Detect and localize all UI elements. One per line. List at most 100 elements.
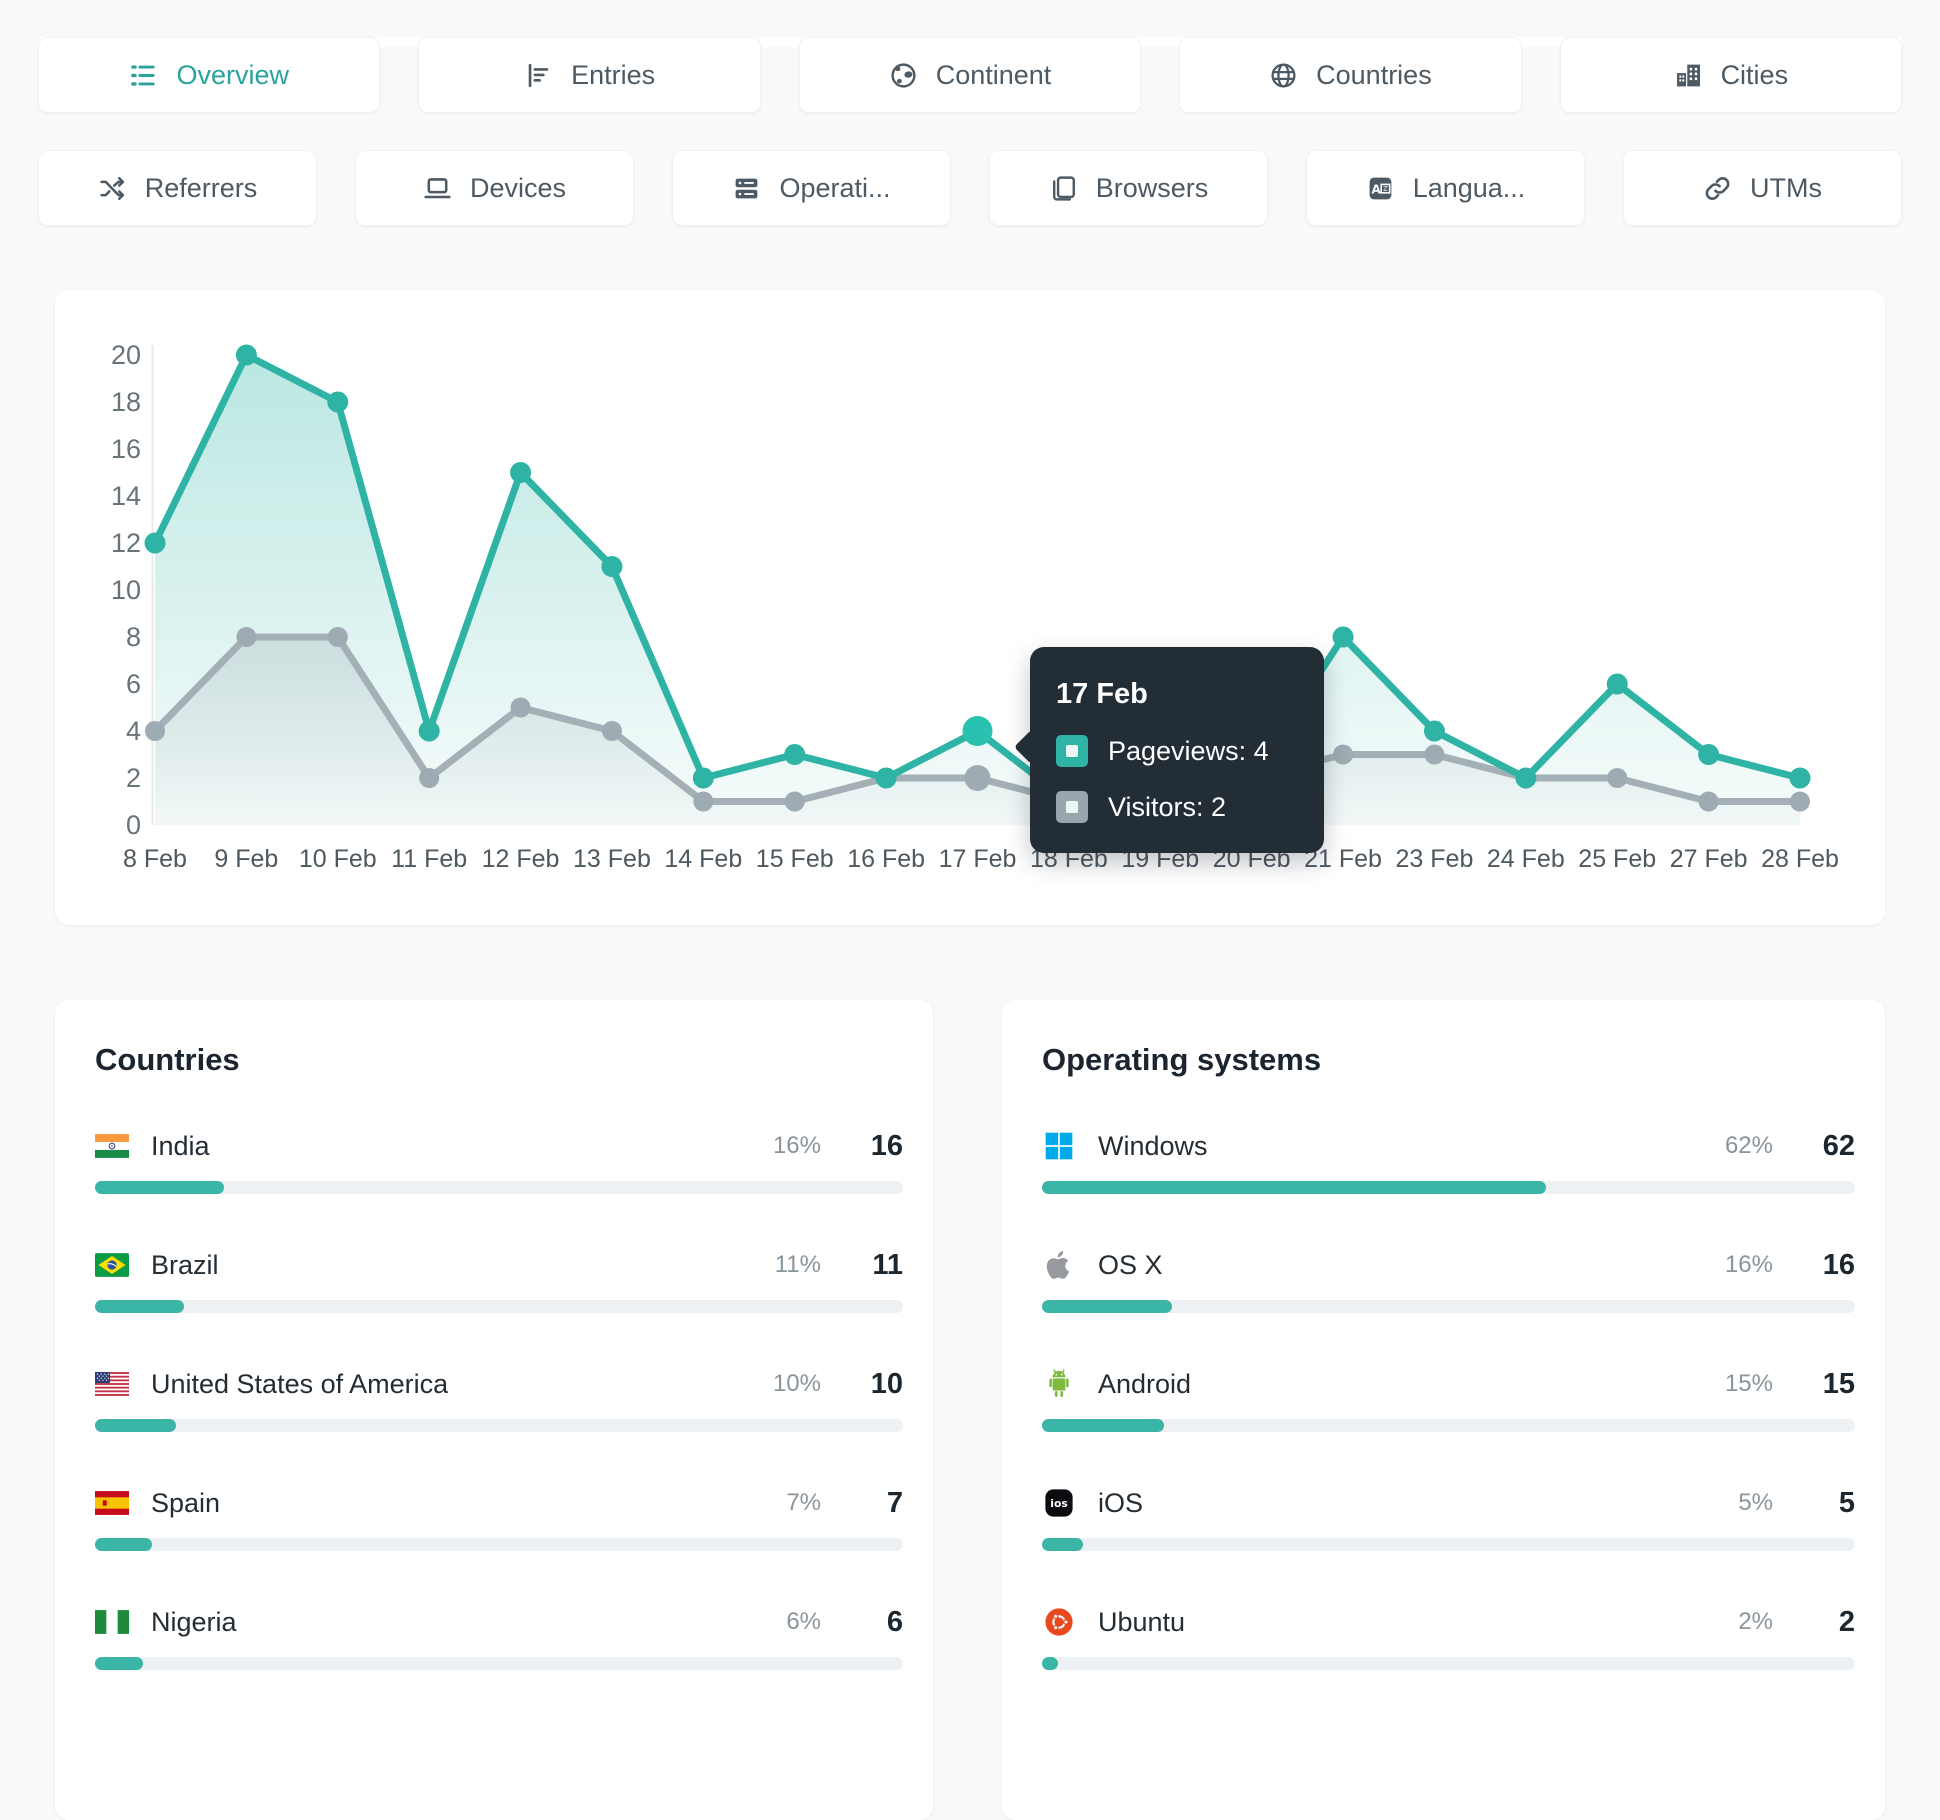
x-axis-tick: 28 Feb: [1761, 845, 1839, 873]
pageviews-point[interactable]: [1698, 744, 1720, 765]
visitors-point[interactable]: [1424, 744, 1445, 765]
svg-text:Z: Z: [1383, 185, 1388, 193]
ios-icon: ios: [1042, 1486, 1076, 1520]
x-axis-tick: 12 Feb: [482, 845, 560, 873]
tab-referrers[interactable]: Referrers: [38, 150, 317, 226]
earth-icon: [889, 61, 918, 90]
pageviews-point[interactable]: [1423, 720, 1445, 742]
tab-label: Devices: [469, 172, 567, 203]
pageviews-visitors-chart[interactable]: 0 2 4 6 8 10 12 14 16 18 20 8 Feb 9 Feb 10 Feb 11 Feb 1…: [55, 290, 1885, 925]
tab-label: Overview: [176, 59, 289, 90]
browser-icon: [1049, 174, 1078, 203]
pageviews-point[interactable]: [875, 767, 897, 789]
pageviews-point[interactable]: [1332, 626, 1354, 648]
stat-bar-fill: [95, 1300, 184, 1313]
stat-row-united-states-of-america: United States of America 10% 10: [95, 1366, 903, 1432]
visitors-point[interactable]: [693, 791, 714, 812]
visitors-point[interactable]: [964, 765, 991, 791]
pageviews-point[interactable]: [962, 716, 993, 746]
tooltip-row-visitors: Visitors: 2: [1056, 791, 1298, 823]
traffic-chart-card: 0 2 4 6 8 10 12 14 16 18 20 8 Feb 9 Feb 10 Feb 11 Feb 1…: [55, 290, 1885, 925]
y-axis-tick: 10: [111, 575, 141, 605]
stat-name: Windows: [1098, 1130, 1208, 1161]
pageviews-point[interactable]: [601, 556, 623, 577]
y-axis-tick: 14: [111, 481, 141, 511]
stat-bar-track: [1042, 1657, 1855, 1670]
stat-bar-fill: [1042, 1300, 1173, 1313]
pageviews-point[interactable]: [418, 720, 440, 742]
stat-bar-fill: [1042, 1538, 1083, 1551]
pageviews-point[interactable]: [327, 391, 349, 413]
pageviews-point[interactable]: [235, 344, 257, 366]
stat-count: 7: [886, 1486, 903, 1519]
visitors-point[interactable]: [601, 721, 622, 741]
stat-bar-track: [1042, 1419, 1855, 1432]
tab-utms[interactable]: UTMs: [1623, 150, 1902, 226]
stat-percent: 15%: [1724, 1370, 1773, 1397]
stat-row-os-x: OS X 16% 16: [1042, 1247, 1855, 1313]
android-icon: [1042, 1367, 1076, 1401]
svg-text:A: A: [1371, 182, 1381, 196]
stat-name: OS X: [1098, 1249, 1163, 1280]
stat-percent: 7%: [786, 1489, 821, 1516]
tab-entries[interactable]: Entries: [418, 37, 761, 113]
stat-name: India: [151, 1130, 210, 1161]
stat-name: United States of America: [151, 1368, 449, 1399]
stat-row-spain: Spain 7% 7: [95, 1485, 903, 1551]
pageviews-point[interactable]: [510, 462, 532, 483]
tab-operati[interactable]: Operati...: [672, 150, 951, 226]
tab-label: Langua...: [1412, 172, 1526, 203]
pageviews-point[interactable]: [1789, 767, 1811, 789]
list-icon: [129, 61, 158, 90]
windows-icon: [1042, 1129, 1076, 1163]
tab-label: Browsers: [1095, 172, 1209, 203]
series-swatch: [1056, 791, 1088, 823]
tab-countries[interactable]: Countries: [1179, 37, 1522, 113]
visitors-point[interactable]: [419, 768, 440, 788]
visitors-point[interactable]: [145, 721, 165, 741]
tab-devices[interactable]: Devices: [355, 150, 634, 226]
stat-bar-fill: [1042, 1419, 1164, 1432]
stat-row-ubuntu: Ubuntu 2% 2: [1042, 1604, 1855, 1670]
visitors-point[interactable]: [1790, 791, 1810, 812]
visitors-point[interactable]: [1698, 791, 1719, 812]
visitors-point[interactable]: [236, 627, 257, 647]
y-axis-tick: 20: [111, 340, 141, 370]
tab-label: Entries: [571, 59, 656, 90]
series-swatch: [1056, 735, 1088, 767]
visitors-point[interactable]: [327, 627, 348, 647]
tab-overview[interactable]: Overview: [38, 37, 381, 113]
apple-icon: [1042, 1248, 1076, 1282]
tooltip-row-text: Visitors: 2: [1108, 791, 1227, 822]
x-axis-tick: 24 Feb: [1487, 845, 1565, 873]
visitors-point[interactable]: [1607, 768, 1628, 788]
stat-bar-track: [95, 1657, 903, 1670]
visitors-point[interactable]: [510, 697, 531, 718]
countries-panel: Countries India 16% 16 Brazil 11% 11: [55, 1000, 933, 1820]
stat-percent: 16%: [772, 1132, 821, 1159]
pageviews-point[interactable]: [1515, 767, 1537, 789]
y-axis-tick: 6: [126, 669, 141, 699]
pageviews-point[interactable]: [784, 744, 806, 765]
operating-systems-panel: Operating systems Windows 62% 62 OS X 16…: [1002, 1000, 1885, 1820]
pageviews-point[interactable]: [144, 532, 166, 554]
pageviews-point[interactable]: [692, 767, 714, 789]
tab-label: Continent: [935, 59, 1052, 90]
stat-bar-track: [1042, 1300, 1855, 1313]
pageviews-point[interactable]: [1606, 673, 1628, 695]
visitors-point[interactable]: [1333, 744, 1354, 765]
server-icon: [732, 174, 761, 203]
y-axis-tick: 18: [111, 387, 141, 417]
visitors-point[interactable]: [784, 791, 805, 812]
tab-browsers[interactable]: Browsers: [989, 150, 1268, 226]
stat-row-nigeria: Nigeria 6% 6: [95, 1604, 903, 1670]
stat-count: 62: [1822, 1129, 1855, 1162]
stat-row-brazil: Brazil 11% 11: [95, 1247, 903, 1313]
tab-continent[interactable]: Continent: [798, 37, 1142, 113]
nav-tabs-row-1: Overview Entries Continent Countries Cit…: [0, 37, 1940, 113]
svg-text:ios: ios: [1050, 1497, 1067, 1510]
stat-bar-track: [95, 1181, 903, 1194]
tab-cities[interactable]: Cities: [1559, 37, 1903, 113]
